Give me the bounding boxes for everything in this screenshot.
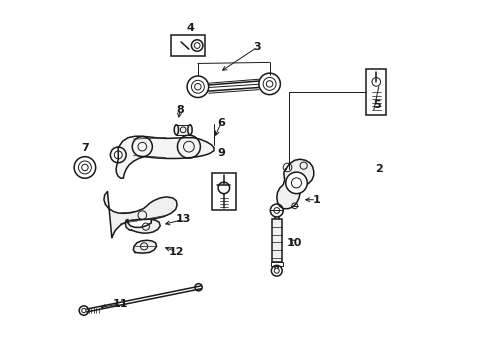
Polygon shape: [276, 159, 313, 209]
Text: 7: 7: [81, 143, 89, 153]
Text: 2: 2: [374, 164, 382, 174]
Text: 4: 4: [186, 23, 194, 33]
Bar: [176, 125, 190, 135]
Text: 5: 5: [373, 100, 380, 110]
Circle shape: [285, 172, 306, 194]
Ellipse shape: [187, 125, 192, 135]
Text: 13: 13: [176, 215, 191, 224]
Text: 9: 9: [217, 148, 224, 158]
Text: 10: 10: [286, 238, 302, 248]
Text: 3: 3: [253, 42, 260, 52]
Polygon shape: [116, 136, 214, 178]
Bar: [271, 220, 281, 262]
Text: 1: 1: [312, 195, 320, 205]
Polygon shape: [104, 192, 177, 237]
Bar: [212, 173, 235, 211]
Polygon shape: [125, 220, 160, 233]
Text: 11: 11: [113, 299, 128, 309]
Text: 8: 8: [176, 105, 183, 115]
Ellipse shape: [174, 125, 178, 135]
Bar: [171, 35, 204, 56]
Bar: [366, 69, 386, 116]
Bar: [270, 262, 282, 266]
Text: 12: 12: [168, 247, 184, 257]
Polygon shape: [133, 240, 156, 253]
Text: 6: 6: [217, 118, 224, 128]
